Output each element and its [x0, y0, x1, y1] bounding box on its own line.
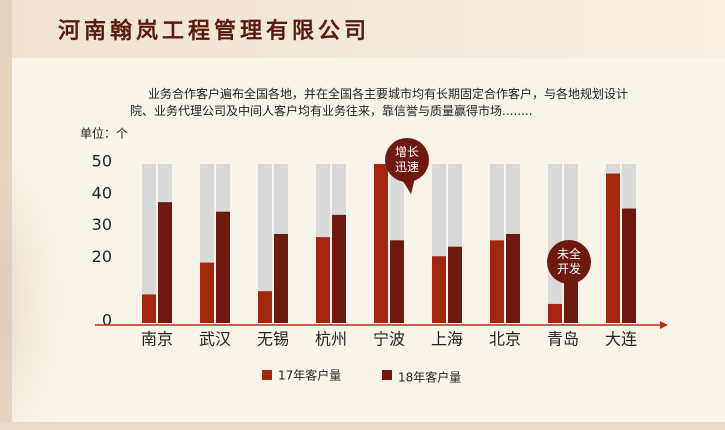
bar [606, 173, 620, 323]
bar [374, 164, 388, 323]
bar [548, 303, 562, 323]
bar [142, 294, 156, 323]
x-tick-label: 大连 [605, 330, 637, 349]
y-axis-label: 单位：个 [80, 126, 128, 141]
legend-swatch [382, 370, 392, 380]
bar [448, 246, 462, 323]
legend-swatch [262, 370, 272, 380]
legend-label: 17年客户量 [278, 368, 341, 383]
bar [622, 208, 636, 323]
bubble-tail [401, 178, 415, 194]
x-tick-label: 北京 [489, 330, 521, 349]
y-tick-label: 50 [92, 152, 112, 171]
x-tick-label: 武汉 [199, 330, 231, 349]
title-bar [0, 0, 725, 58]
title: 河南翰岚工程管理有限公司 [58, 18, 370, 44]
subtitle: 业务合作客户遍布全国各地，并在全国各主要城市均有长期固定合作客户，与各地规划设计… [130, 87, 629, 118]
legend-label: 18年客户量 [398, 370, 461, 385]
bar [390, 240, 404, 323]
x-tick-label: 杭州 [315, 330, 347, 349]
x-tick-label: 南京 [141, 330, 173, 349]
x-tick-label: 无锡 [257, 330, 289, 349]
x-tick-label: 上海 [431, 330, 463, 349]
bar [432, 256, 446, 323]
y-tick-label: 40 [92, 183, 112, 202]
bar-background [258, 164, 272, 323]
axis-arrow [660, 321, 668, 329]
bar [316, 237, 330, 323]
bar [490, 240, 504, 323]
bar [332, 214, 346, 323]
bar [274, 233, 288, 323]
bar [506, 233, 520, 323]
bar [216, 211, 230, 323]
y-tick-label: 0 [102, 311, 112, 330]
y-tick-label: 30 [92, 215, 112, 234]
x-tick-label: 宁波 [373, 330, 405, 349]
bar [200, 262, 214, 323]
y-tick-label: 20 [92, 247, 112, 266]
bottom-edge [0, 422, 725, 430]
x-tick-label: 青岛 [547, 330, 579, 349]
annotation: 增长迅速 [385, 138, 429, 182]
decoration [0, 160, 100, 430]
bubble-tail [563, 280, 577, 296]
bar [258, 291, 272, 323]
bar [158, 202, 172, 323]
annotation: 未全开发 [547, 240, 591, 284]
bar-background [142, 164, 156, 323]
